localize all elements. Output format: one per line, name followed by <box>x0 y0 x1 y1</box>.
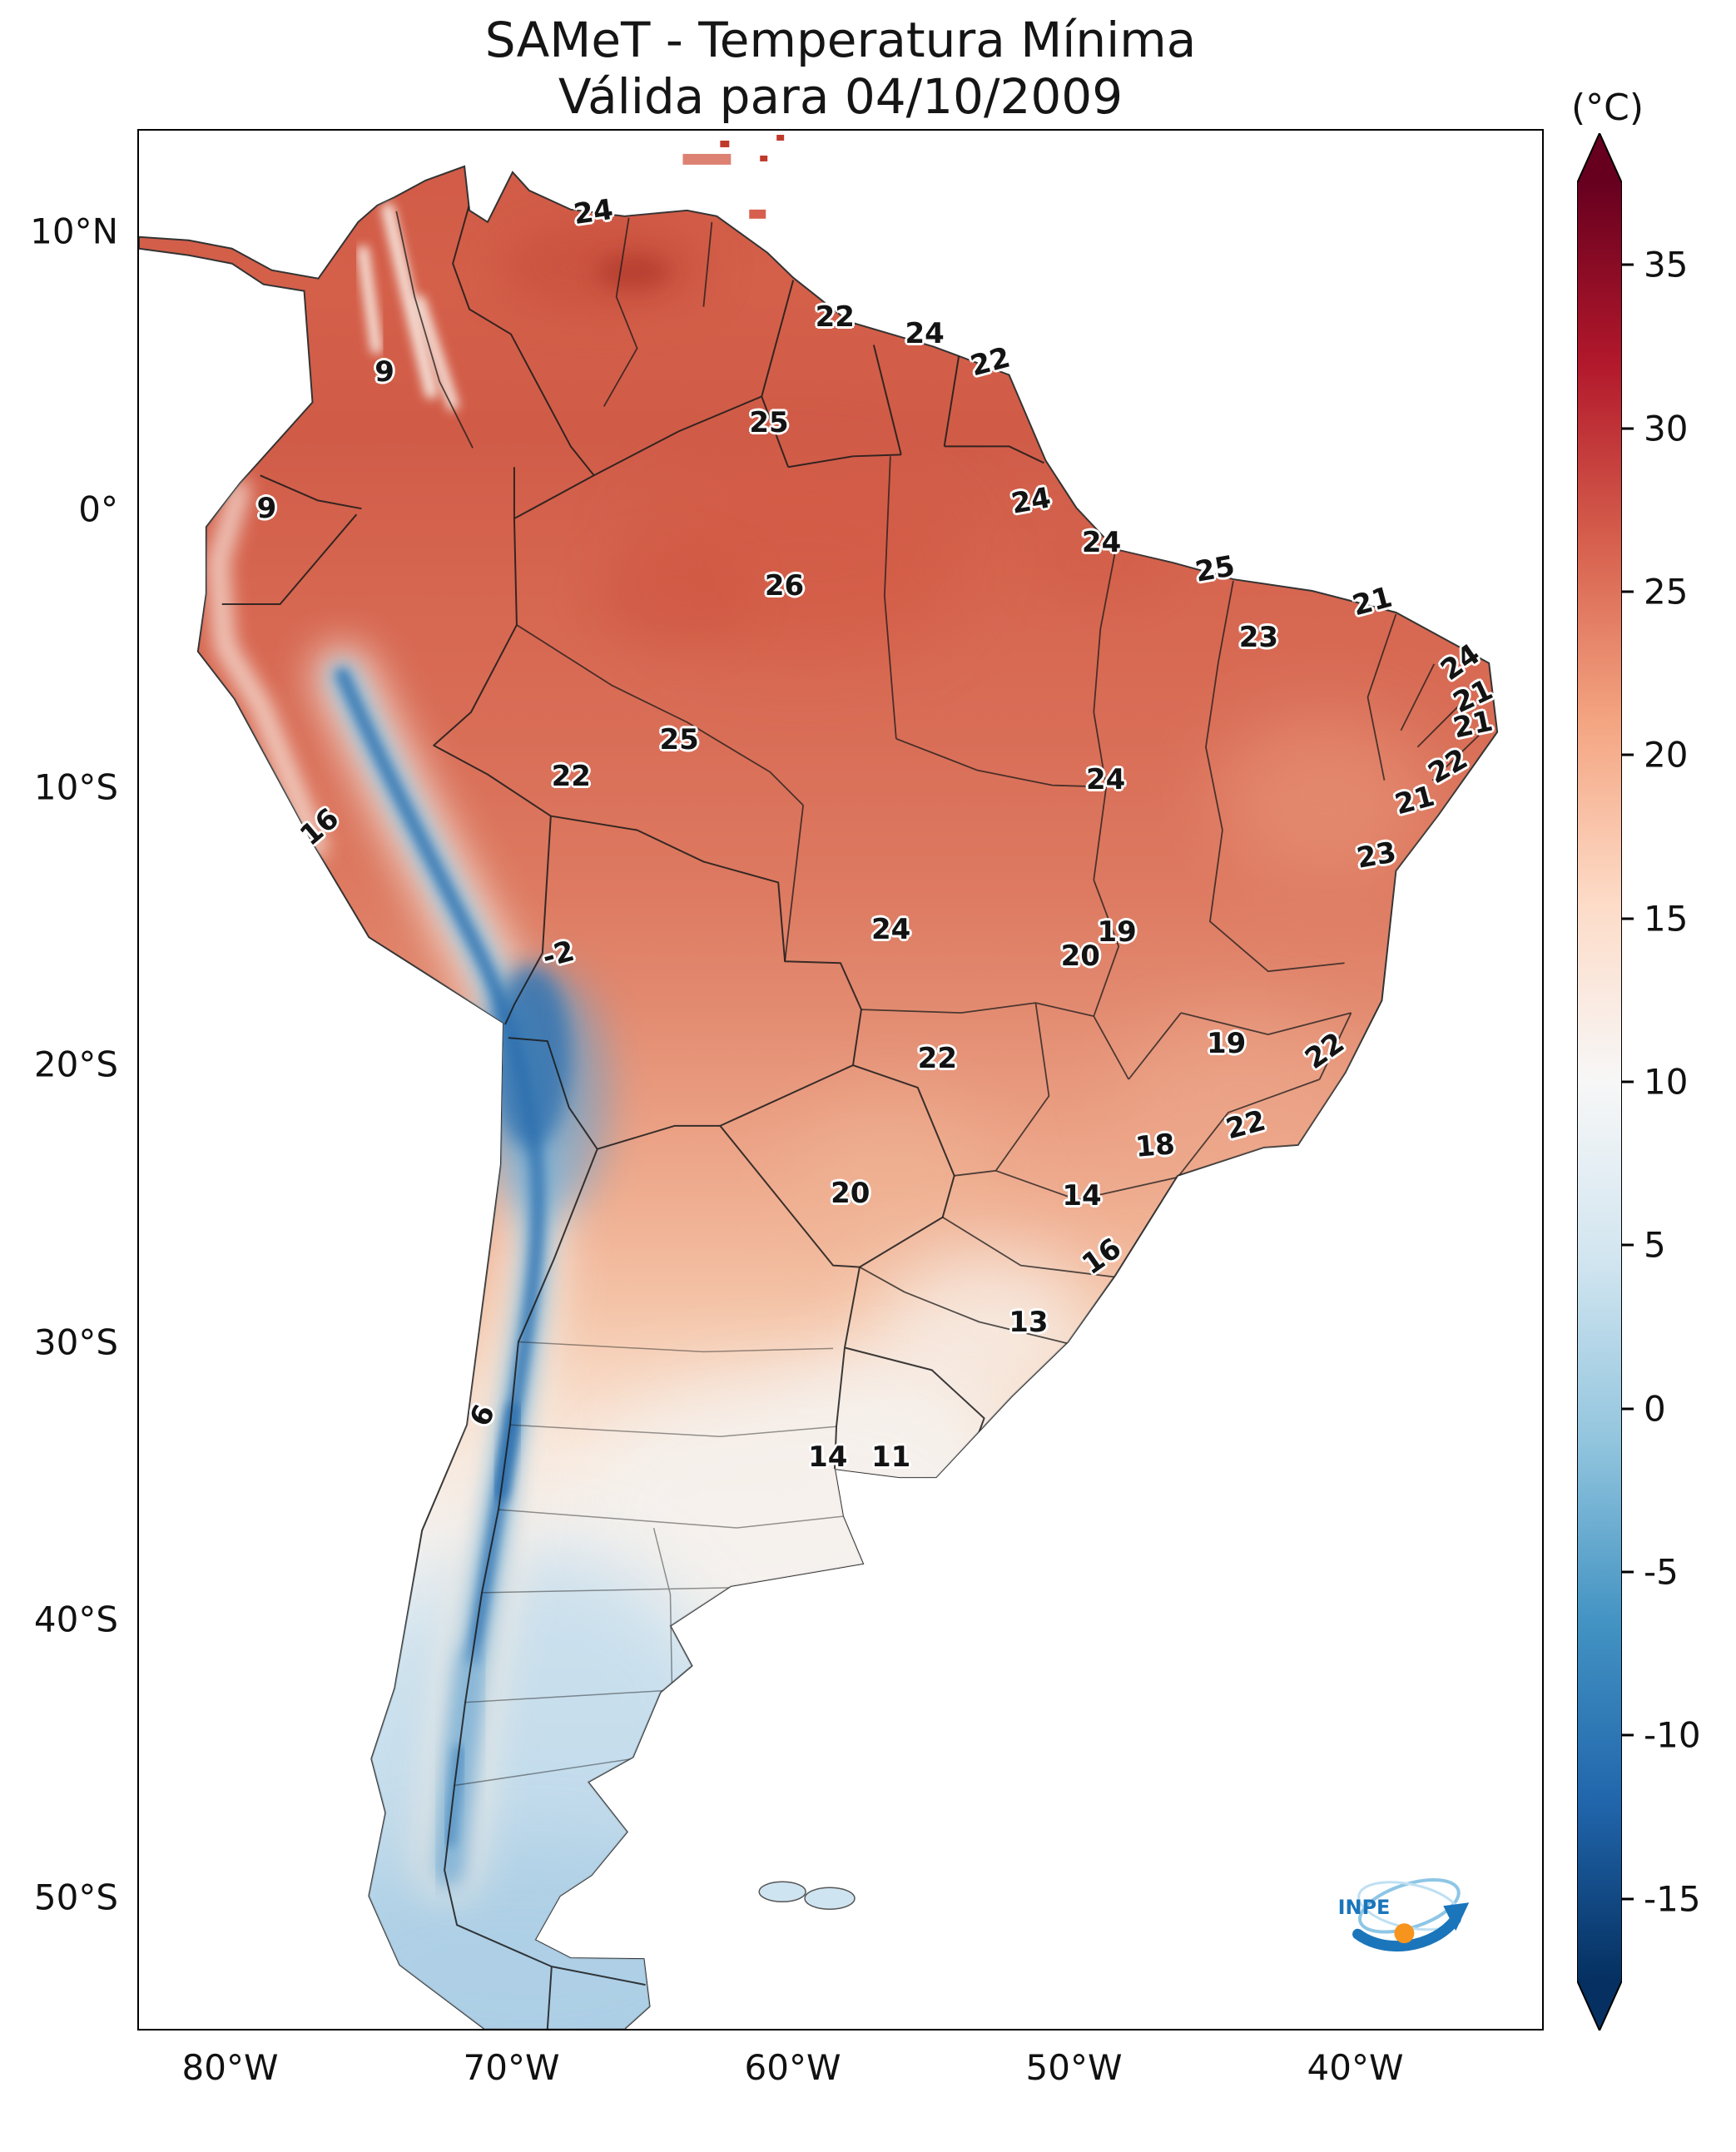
lat-tick-label: 30°S <box>33 1321 118 1363</box>
chart-title: SAMeT - Temperatura Mínima <box>484 12 1197 68</box>
colorbar-tick-label: 25 <box>1644 571 1689 612</box>
falkland-islands <box>758 1881 856 1911</box>
caribbean-islands <box>682 134 785 219</box>
colorbar-tick: 10 <box>1622 1062 1688 1103</box>
chart-subtitle-date: Válida para 04/10/2009 <box>558 68 1123 125</box>
lat-tick-label: 40°S <box>33 1599 118 1640</box>
longitude-axis: 80°W 70°W 60°W 50°W 40°W <box>137 2040 1544 2099</box>
colorbar-tick: 20 <box>1622 735 1688 776</box>
colombia-cordillera-ridges <box>209 202 459 858</box>
lon-tick-label: 40°W <box>1307 2047 1404 2088</box>
colorbar-tick: 30 <box>1622 408 1688 449</box>
inpe-logo: INPE <box>1338 1878 1470 1952</box>
colorbar <box>1576 131 1623 2033</box>
colorbar-tick: 0 <box>1622 1388 1666 1429</box>
colorbar-tick: 15 <box>1622 898 1688 939</box>
lat-tick-label: 50°S <box>33 1877 118 1918</box>
lon-tick-label: 50°W <box>1025 2047 1123 2088</box>
colorbar-tick-area: 35 30 25 20 15 10 5 0 -5 -10 -15 <box>1622 183 1736 1981</box>
colorbar-tick-label: 10 <box>1644 1061 1689 1103</box>
colorbar-tick: 5 <box>1622 1225 1666 1266</box>
colorbar-tick-label: -5 <box>1644 1551 1679 1593</box>
lat-tick-label: 0° <box>78 488 118 530</box>
colorbar-tick-label: 15 <box>1644 898 1689 940</box>
south-america-map: INPE <box>139 134 1499 2029</box>
colorbar-tick: -15 <box>1622 1878 1701 1919</box>
country-borders <box>221 180 1044 2029</box>
colorbar-tick: 35 <box>1622 245 1688 285</box>
andes-cold-region <box>312 644 607 1897</box>
colorbar-tick-label: 30 <box>1644 408 1689 449</box>
state-borders <box>395 211 1485 1345</box>
colorbar-tick-label: -10 <box>1644 1714 1701 1756</box>
colorbar-tick-label: 0 <box>1644 1388 1666 1430</box>
colorbar-unit-label: (°C) <box>1571 87 1644 129</box>
province-borders <box>454 1341 844 1787</box>
latitude-axis: 10°N 0° 10°S 20°S 30°S 40°S 50°S <box>0 129 126 2031</box>
lat-tick-label: 20°S <box>33 1044 118 1085</box>
colorbar-tick-label: 20 <box>1644 734 1689 776</box>
colorbar-tick: -10 <box>1622 1715 1701 1756</box>
map-plot-area: INPE 24 22 24 22 25 9 9 24 24 25 26 21 23 24 21 21 25 22 2… <box>137 129 1544 2031</box>
colorbar-tick-label: -15 <box>1644 1878 1701 1920</box>
colorbar-tick: -5 <box>1622 1552 1679 1593</box>
lon-tick-label: 60°W <box>744 2047 841 2088</box>
lat-tick-label: 10°S <box>33 766 118 808</box>
lon-tick-label: 70°W <box>463 2047 560 2088</box>
lon-tick-label: 80°W <box>181 2047 279 2088</box>
lat-tick-label: 10°N <box>30 211 118 252</box>
colorbar-gradient <box>1576 131 1623 2033</box>
colorbar-tick-label: 5 <box>1644 1224 1666 1266</box>
colorbar-tick: 25 <box>1622 571 1688 612</box>
colorbar-tick-label: 35 <box>1644 244 1689 285</box>
inpe-logo-text: INPE <box>1338 1896 1391 1919</box>
